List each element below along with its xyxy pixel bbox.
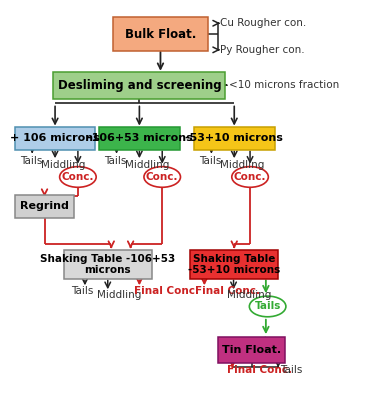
Text: Cu Rougher con.: Cu Rougher con. bbox=[220, 18, 306, 28]
Text: Final Conc.: Final Conc. bbox=[195, 286, 259, 296]
Text: Py Rougher con.: Py Rougher con. bbox=[220, 45, 305, 55]
Ellipse shape bbox=[60, 167, 96, 187]
Text: Middling: Middling bbox=[220, 160, 265, 170]
Text: Bulk Float.: Bulk Float. bbox=[125, 28, 196, 41]
Text: Middling: Middling bbox=[125, 160, 170, 170]
FancyBboxPatch shape bbox=[113, 17, 208, 51]
FancyBboxPatch shape bbox=[194, 126, 274, 150]
Text: Middling: Middling bbox=[97, 290, 142, 300]
Text: Final Conc.: Final Conc. bbox=[134, 286, 199, 296]
Text: Tails: Tails bbox=[199, 156, 221, 166]
Text: Regrind: Regrind bbox=[20, 201, 69, 211]
FancyBboxPatch shape bbox=[15, 126, 96, 150]
FancyBboxPatch shape bbox=[219, 337, 285, 363]
Text: Tails: Tails bbox=[71, 286, 93, 296]
Text: Tin Float.: Tin Float. bbox=[222, 345, 281, 355]
Text: Shaking Table
-53+10 microns: Shaking Table -53+10 microns bbox=[188, 254, 280, 275]
Text: Conc.: Conc. bbox=[234, 172, 266, 182]
Text: -53+10 microns: -53+10 microns bbox=[185, 134, 283, 144]
Text: + 106 microns: + 106 microns bbox=[10, 134, 100, 144]
Text: Middling: Middling bbox=[227, 290, 272, 300]
Text: Tails: Tails bbox=[20, 156, 42, 166]
Text: Tails: Tails bbox=[104, 156, 127, 166]
Text: Conc.: Conc. bbox=[146, 172, 179, 182]
FancyBboxPatch shape bbox=[99, 126, 180, 150]
Text: <10 microns fraction: <10 microns fraction bbox=[229, 80, 339, 90]
Text: Tails: Tails bbox=[280, 365, 302, 375]
Text: -106+53 microns: -106+53 microns bbox=[86, 134, 192, 144]
Text: Tails: Tails bbox=[254, 302, 281, 312]
Text: Conc.: Conc. bbox=[61, 172, 94, 182]
Text: Middling: Middling bbox=[41, 160, 85, 170]
FancyBboxPatch shape bbox=[190, 250, 278, 280]
Ellipse shape bbox=[232, 167, 268, 187]
Text: Shaking Table -106+53
microns: Shaking Table -106+53 microns bbox=[40, 254, 175, 275]
FancyBboxPatch shape bbox=[53, 72, 225, 99]
Ellipse shape bbox=[144, 167, 180, 187]
FancyBboxPatch shape bbox=[64, 250, 152, 280]
Ellipse shape bbox=[249, 296, 286, 317]
Text: Final Conc.: Final Conc. bbox=[227, 365, 292, 375]
Text: Desliming and screening: Desliming and screening bbox=[57, 79, 221, 92]
FancyBboxPatch shape bbox=[15, 195, 74, 218]
